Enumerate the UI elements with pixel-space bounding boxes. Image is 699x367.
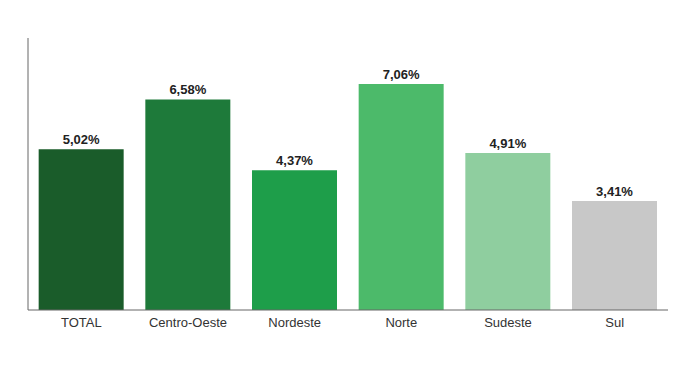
svg-text:Nordeste: Nordeste [268, 315, 321, 330]
svg-text:Sul: Sul [605, 315, 624, 330]
svg-text:4,91%: 4,91% [489, 136, 526, 151]
svg-text:3,41%: 3,41% [596, 184, 633, 199]
svg-text:Sudeste: Sudeste [484, 315, 532, 330]
svg-text:6,58%: 6,58% [169, 82, 206, 97]
svg-text:4,37%: 4,37% [276, 153, 313, 168]
svg-text:Norte: Norte [385, 315, 417, 330]
svg-text:Centro-Oeste: Centro-Oeste [149, 315, 227, 330]
svg-text:7,06%: 7,06% [383, 67, 420, 82]
svg-text:5,02%: 5,02% [63, 132, 100, 147]
svg-text:TOTAL: TOTAL [61, 315, 102, 330]
